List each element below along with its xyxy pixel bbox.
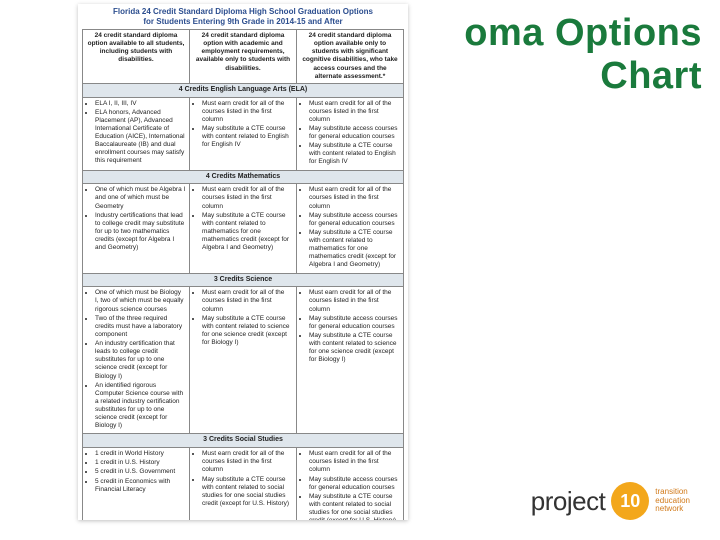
logo-text: project [531, 486, 606, 517]
table-cell: Must earn credit for all of the courses … [297, 184, 404, 273]
logo-subtext: transition education network [655, 488, 690, 514]
table-cell: 1 credit in World History1 credit in U.S… [83, 448, 190, 520]
doc-header: Florida 24 Credit Standard Diploma High … [82, 7, 404, 27]
table-cell: Must earn credit for all of the courses … [190, 448, 297, 520]
diploma-chart-document: Florida 24 Credit Standard Diploma High … [78, 4, 408, 520]
section-header: 4 Credits Mathematics [83, 170, 404, 184]
section-header: 3 Credits Science [83, 273, 404, 287]
table-cell: Must earn credit for all of the courses … [190, 287, 297, 434]
slide-title: oma Options Chart [464, 12, 702, 97]
slide: oma Options Chart project 10 transition … [0, 0, 720, 540]
table-header-row: 24 credit standard diploma option availa… [83, 30, 404, 84]
col-header-2: 24 credit standard diploma option with a… [190, 30, 297, 84]
section-header: 4 Credits English Language Arts (ELA) [83, 83, 404, 97]
table-cell: Must earn credit for all of the courses … [297, 287, 404, 434]
table-cell: ELA I, II, III, IVELA honors, Advanced P… [83, 97, 190, 170]
title-line-1: oma Options [464, 12, 702, 54]
project10-logo: project 10 transition education network [531, 482, 690, 520]
col-header-3: 24 credit standard diploma option availa… [297, 30, 404, 84]
col-header-1: 24 credit standard diploma option availa… [83, 30, 190, 84]
table-cell: Must earn credit for all of the courses … [297, 97, 404, 170]
table-cell: One of which must be Biology I, two of w… [83, 287, 190, 434]
section-header: 3 Credits Social Studies [83, 434, 404, 448]
logo-badge: 10 [611, 482, 649, 520]
table-cell: Must earn credit for all of the courses … [190, 97, 297, 170]
table-cell: Must earn credit for all of the courses … [190, 184, 297, 273]
table-cell: Must earn credit for all of the courses … [297, 448, 404, 520]
title-line-2: Chart [464, 55, 702, 98]
options-table: 24 credit standard diploma option availa… [82, 29, 404, 520]
table-cell: One of which must be Algebra I and one o… [83, 184, 190, 273]
